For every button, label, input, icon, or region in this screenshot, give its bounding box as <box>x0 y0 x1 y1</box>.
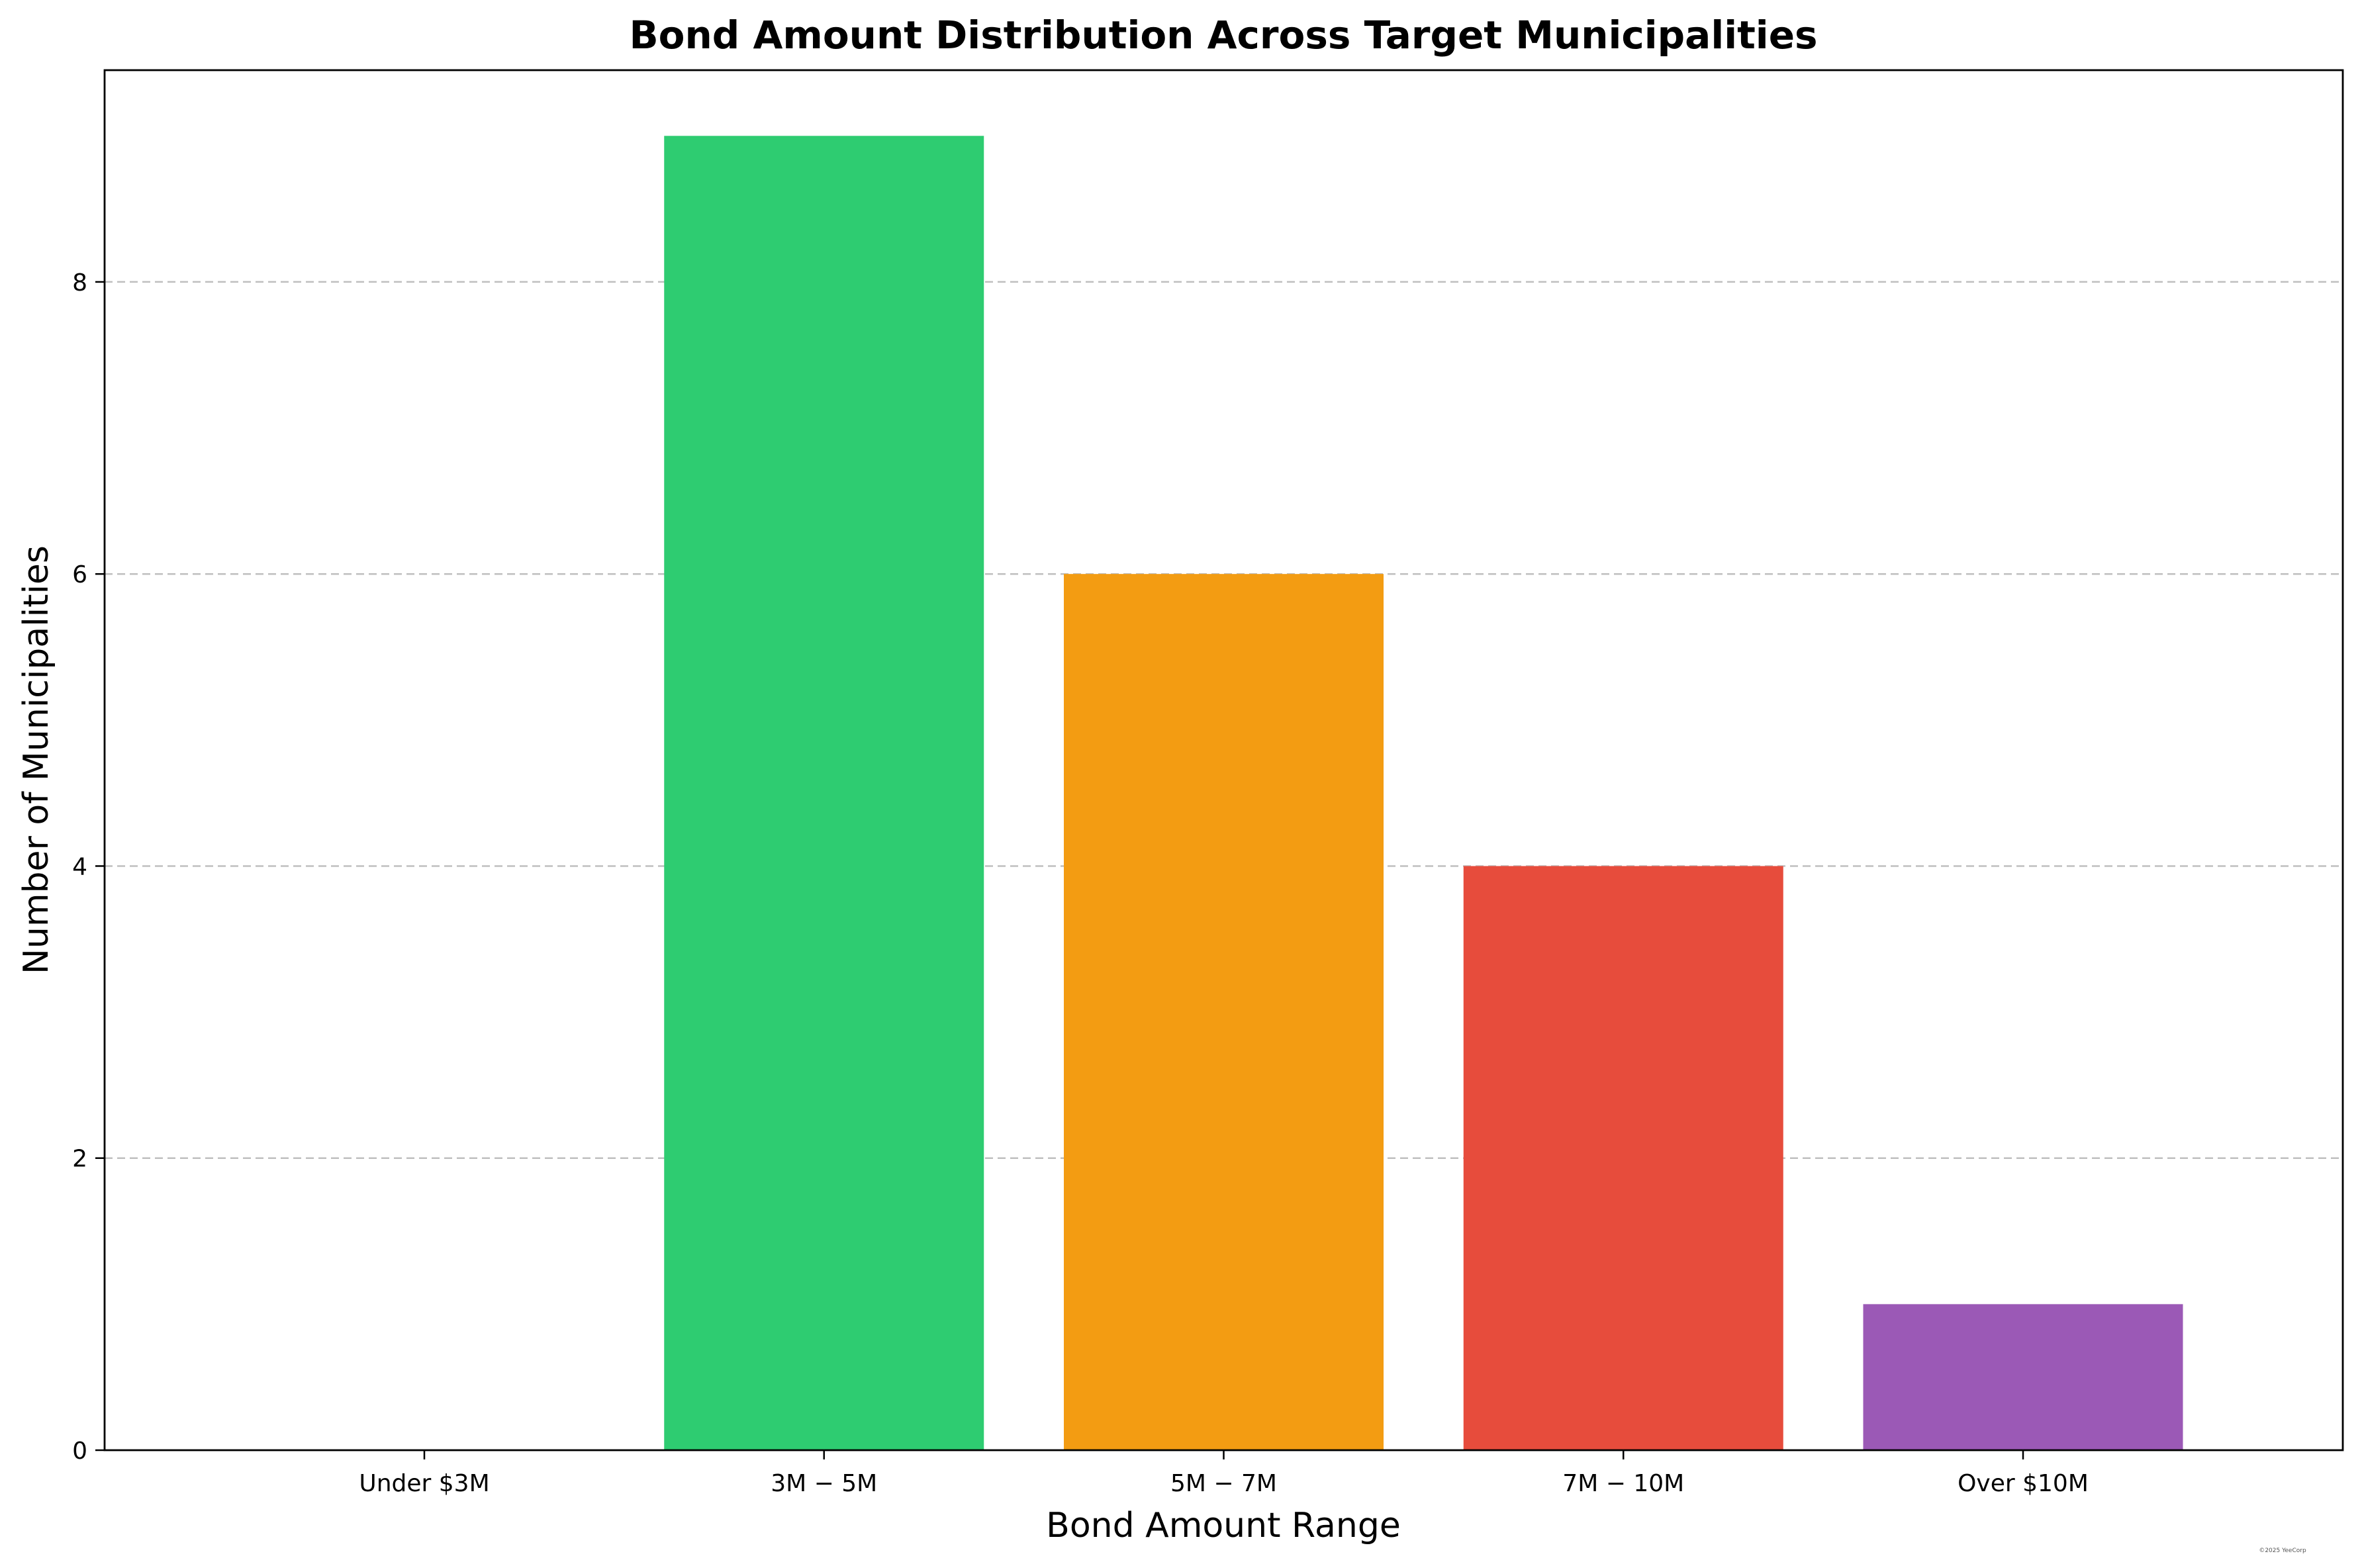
x-tick-label: 7M − 10M <box>1562 1470 1684 1497</box>
bar <box>1863 1304 2183 1450</box>
bars <box>664 136 2183 1451</box>
watermark-text: ©2025 YeeCorp <box>2259 1547 2306 1554</box>
y-tick-label: 8 <box>72 269 87 297</box>
y-tick-label: 6 <box>72 561 87 588</box>
bar <box>1463 866 1783 1450</box>
y-tick-label: 2 <box>72 1146 87 1173</box>
chart-title: Bond Amount Distribution Across Target M… <box>629 13 1817 58</box>
x-axis: Under $3M 3M − 5M 5M − 7M 7M − 10M Over $10M <box>359 1450 2089 1497</box>
x-tick-label: Over $10M <box>1958 1470 2089 1497</box>
x-tick-label: 5M − 7M <box>1170 1470 1277 1497</box>
x-tick-label: Under $3M <box>359 1470 489 1497</box>
bar <box>664 136 984 1450</box>
y-axis: 0 2 4 6 8 <box>72 269 105 1465</box>
grid-lines <box>105 281 2343 1159</box>
y-tick-label: 0 <box>72 1438 87 1465</box>
x-tick-label: 3M − 5M <box>771 1470 877 1497</box>
y-axis-label: Number of Municipalities <box>17 545 56 974</box>
bar <box>1064 574 1384 1451</box>
x-axis-label: Bond Amount Range <box>1046 1506 1401 1545</box>
y-tick-label: 4 <box>72 853 87 880</box>
